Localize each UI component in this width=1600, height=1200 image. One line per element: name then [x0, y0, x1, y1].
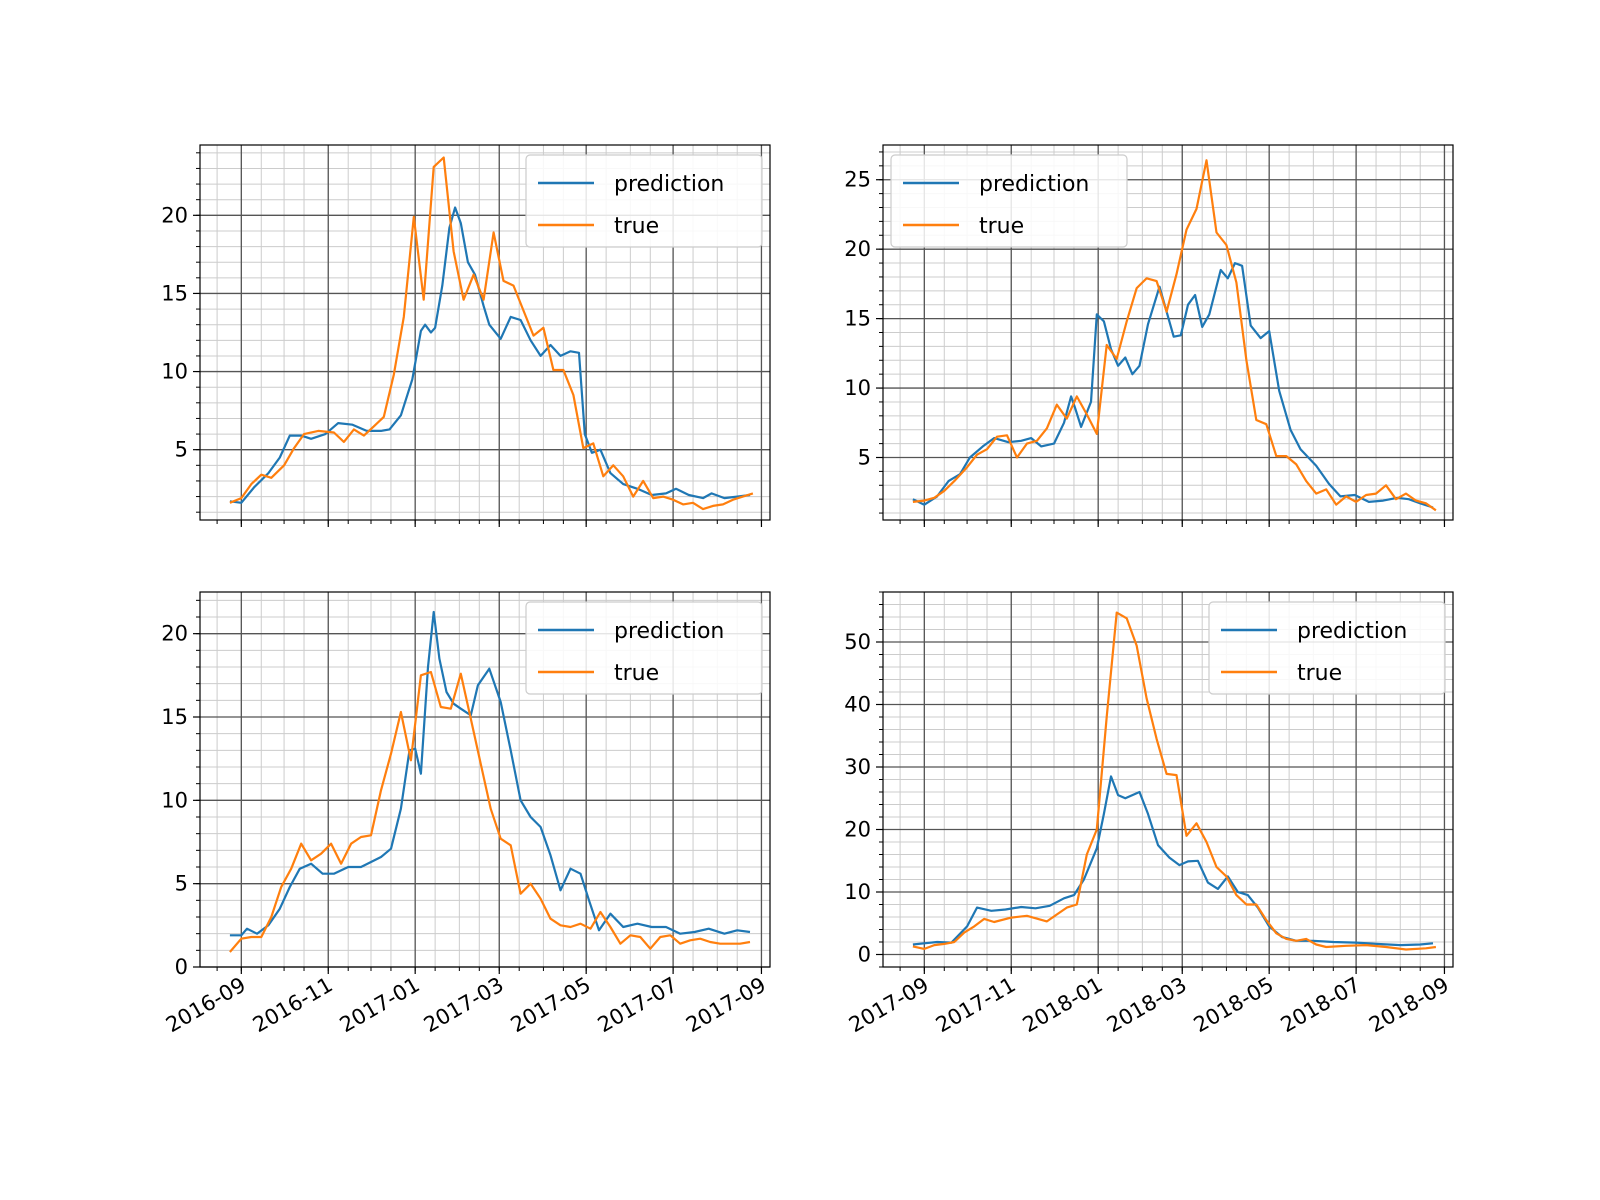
y-tick-label: 20	[844, 818, 871, 842]
y-tick-label: 10	[161, 360, 188, 384]
y-tick-label: 10	[844, 376, 871, 400]
y-tick-label: 15	[161, 281, 188, 305]
series-group	[912, 611, 1437, 951]
legend: prediction true	[890, 154, 1128, 248]
series-line-prediction	[229, 610, 751, 937]
series-line-true	[229, 670, 751, 953]
legend-label-prediction: prediction	[614, 619, 724, 644]
series-line-true	[912, 611, 1437, 951]
y-tick-label: 0	[858, 943, 871, 967]
y-tick-label: 30	[844, 755, 871, 779]
series-group	[912, 159, 1437, 512]
y-tick-label: 10	[844, 880, 871, 904]
legend: prediction true	[525, 154, 763, 248]
chart-panel-top-right: 5 10 15 20 25 prediction true	[844, 144, 1454, 527]
chart-panel-top-left: 5 10 15 20 prediction true	[161, 144, 771, 527]
y-tick-label: 50	[844, 630, 871, 654]
y-tick-label: 5	[858, 446, 871, 470]
legend-label-true: true	[614, 661, 659, 686]
subplot-grid: 5 10 15 20 prediction true 5 10 15 20 25 prediction…	[161, 144, 1454, 1037]
axes-frame	[199, 591, 771, 968]
y-tick-label: 15	[844, 307, 871, 331]
legend: prediction true	[525, 601, 763, 695]
axes-frame	[199, 144, 771, 521]
y-tick-label: 5	[175, 872, 188, 896]
legend-label-true: true	[1297, 661, 1342, 686]
y-tick-label: 20	[844, 237, 871, 261]
legend-label-true: true	[979, 214, 1024, 239]
y-tick-label: 5	[175, 438, 188, 462]
series-line-true	[912, 159, 1437, 512]
series-group	[229, 156, 754, 511]
y-tick-label: 20	[161, 203, 188, 227]
axes-frame	[882, 144, 1454, 521]
y-tick-label: 10	[161, 788, 188, 812]
y-tick-label: 20	[161, 622, 188, 646]
legend-label-prediction: prediction	[979, 172, 1089, 197]
legend-label-prediction: prediction	[1297, 619, 1407, 644]
y-tick-label: 0	[175, 955, 188, 979]
legend: prediction true	[1208, 601, 1446, 695]
y-tick-label: 25	[844, 168, 871, 192]
axes-frame	[882, 591, 1454, 968]
y-tick-label: 15	[161, 705, 188, 729]
y-tick-label: 40	[844, 693, 871, 717]
series-line-true	[229, 156, 754, 511]
legend-label-true: true	[614, 214, 659, 239]
legend-label-prediction: prediction	[614, 172, 724, 197]
series-group	[229, 610, 751, 953]
